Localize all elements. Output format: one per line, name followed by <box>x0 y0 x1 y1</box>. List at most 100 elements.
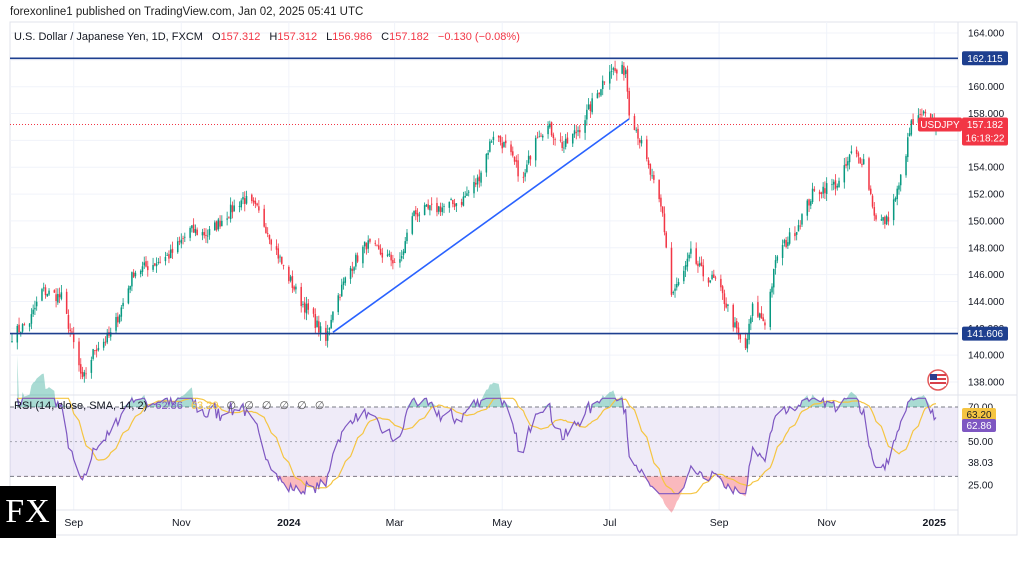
candle <box>838 177 840 188</box>
us-flag-icon[interactable] <box>927 369 949 391</box>
candle <box>242 191 244 205</box>
candle <box>723 289 726 311</box>
candle <box>145 256 147 268</box>
candle <box>591 92 593 115</box>
candle <box>739 332 742 343</box>
candle <box>164 251 167 266</box>
candle <box>534 135 537 167</box>
candle <box>512 146 514 158</box>
candle <box>586 104 588 126</box>
candle <box>92 348 94 361</box>
candle <box>453 198 456 211</box>
close-value: 157.182 <box>389 31 429 43</box>
candle <box>229 197 232 223</box>
rsi-tick-label: 38.03 <box>968 458 993 469</box>
candle <box>23 322 26 326</box>
candle <box>131 271 133 292</box>
candle <box>339 294 341 301</box>
candle <box>154 263 156 267</box>
candle <box>81 366 84 380</box>
price-tick-label: 150.000 <box>968 216 1005 227</box>
candle <box>922 110 925 116</box>
candle <box>751 302 754 323</box>
candle <box>603 81 606 85</box>
candle <box>783 238 786 247</box>
trend-line[interactable] <box>332 118 630 333</box>
price-tick-label: 152.000 <box>968 190 1005 201</box>
candle <box>476 174 479 192</box>
candle <box>231 201 234 219</box>
candle <box>621 61 623 75</box>
candle <box>460 198 463 208</box>
candle <box>243 191 246 212</box>
candle <box>201 228 204 241</box>
svg-text:62.86: 62.86 <box>966 421 991 432</box>
candle <box>832 179 835 191</box>
candle <box>349 265 352 284</box>
candle <box>676 277 678 291</box>
candle <box>848 153 851 170</box>
candle <box>868 156 870 192</box>
candle <box>205 228 207 243</box>
candle <box>651 168 653 179</box>
candle <box>769 288 772 331</box>
time-label: Mar <box>386 517 405 529</box>
candle <box>189 226 191 242</box>
symbol-legend[interactable]: U.S. Dollar / Japanese Yen, 1D, FXCM O15… <box>14 31 520 43</box>
candle <box>660 194 662 212</box>
candle <box>80 358 82 380</box>
candle <box>390 251 392 267</box>
candle <box>707 277 710 287</box>
candle <box>305 296 308 321</box>
candle <box>34 300 36 316</box>
candle <box>379 244 382 256</box>
candle <box>132 269 135 279</box>
svg-text:162.115: 162.115 <box>967 54 1003 65</box>
candle <box>268 234 271 245</box>
candle <box>880 214 883 222</box>
chart-frame <box>9 21 1018 536</box>
candle <box>141 261 144 277</box>
candle <box>776 254 779 264</box>
candle <box>266 227 269 238</box>
candle <box>517 153 519 182</box>
high-value: 157.312 <box>277 31 317 43</box>
candle <box>725 297 727 309</box>
candle <box>441 202 444 216</box>
candle <box>353 266 355 274</box>
candle <box>596 89 599 99</box>
candle <box>561 135 563 152</box>
candle <box>245 190 248 205</box>
rsi-label: RSI (14, close, SMA, 14, 2) <box>14 400 147 412</box>
time-axis[interactable]: Sep Nov 2024 Mar May Jul Sep Nov 2025 <box>64 517 946 529</box>
candle <box>882 216 884 225</box>
candle <box>921 108 923 119</box>
candle <box>489 138 491 153</box>
candle <box>217 217 220 232</box>
time-label: Jul <box>603 517 616 529</box>
rsi-value-tag: 62.86 <box>962 418 996 432</box>
candle <box>884 215 886 229</box>
candle <box>450 197 452 201</box>
candle <box>526 160 528 174</box>
candle <box>550 121 553 137</box>
candle <box>258 200 260 213</box>
candle <box>683 266 685 285</box>
candle <box>711 270 713 281</box>
candle <box>818 189 821 202</box>
candle <box>184 232 186 243</box>
candle <box>171 241 174 260</box>
candle <box>609 65 611 90</box>
candle <box>702 259 705 282</box>
candle <box>115 312 117 334</box>
candle <box>695 242 697 266</box>
rsi-legend[interactable]: RSI (14, close, SMA, 14, 2) 62.86 63.20 … <box>14 400 324 412</box>
candle <box>735 318 738 335</box>
candle <box>362 245 364 268</box>
candle <box>369 238 371 244</box>
candle <box>575 124 578 140</box>
candle <box>850 145 853 155</box>
time-label: Sep <box>64 517 83 529</box>
candle <box>908 127 911 137</box>
candle <box>612 66 615 76</box>
